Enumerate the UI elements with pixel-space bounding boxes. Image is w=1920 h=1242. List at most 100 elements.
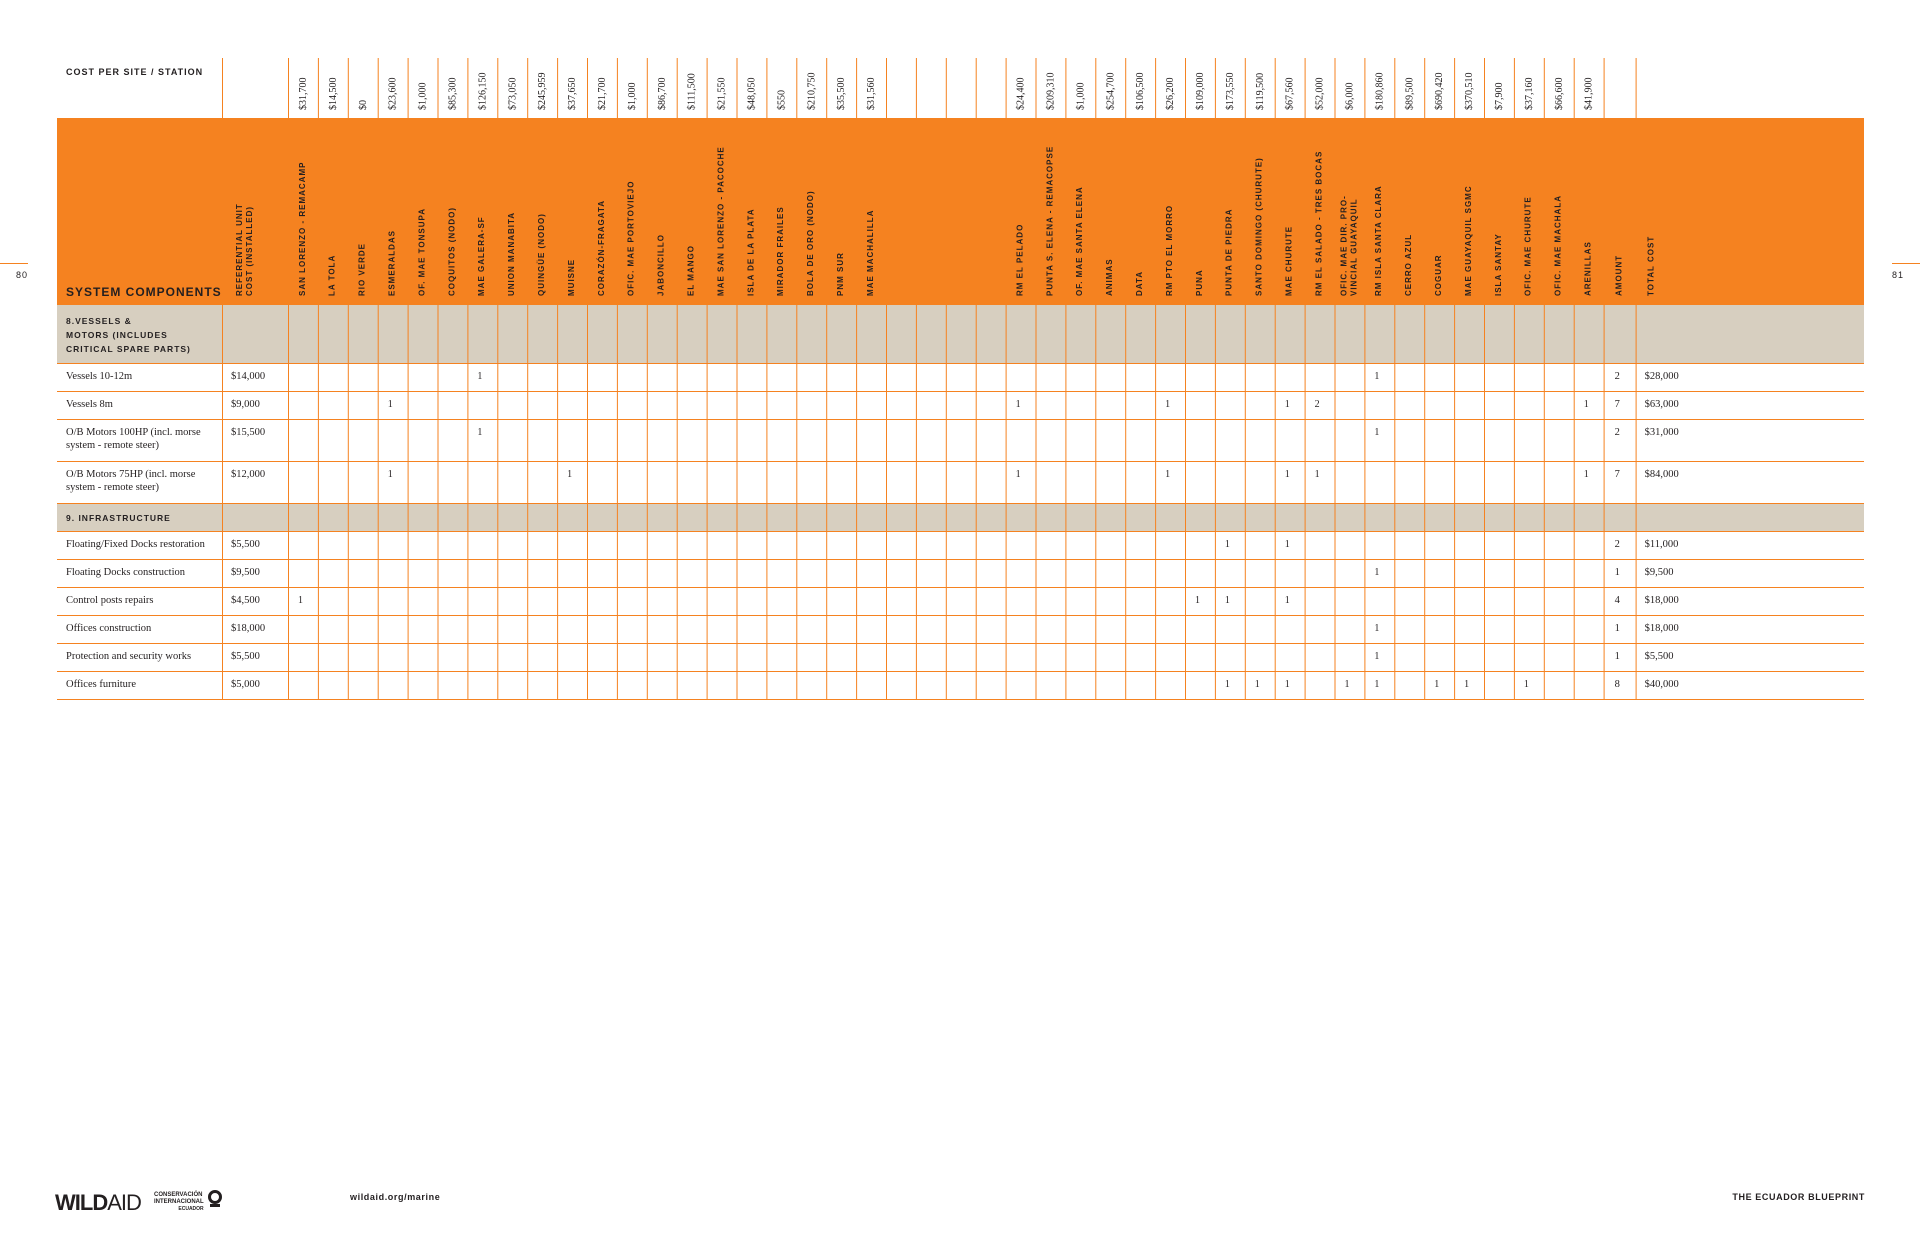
unit-cost: $15,500: [231, 427, 265, 438]
quantity-cell: 1: [1374, 623, 1379, 634]
amount-header: AMOUNT: [1614, 255, 1623, 296]
column-header-label: RIO VERDE: [358, 243, 367, 296]
ci-logo-icon: [208, 1190, 222, 1207]
site-header: OFIC. MAE CHURUTE: [1524, 196, 1533, 296]
total-cost-cell: $18,000: [1645, 623, 1679, 634]
unit-cost: $5,500: [231, 651, 260, 662]
column-header-label: ISLA DE LA PLATA: [746, 208, 755, 296]
column-header-label: MAE GUAYAQUIL SGMC: [1464, 185, 1473, 296]
site-header: OFIC. MAE DIR. PRO- VINCIAL GUAYAQUIL: [1339, 195, 1358, 296]
quantity-cell: 1: [1165, 399, 1170, 410]
site-cost: $26,200: [1165, 78, 1176, 111]
quantity-cell: 1: [388, 399, 393, 410]
site-cost-value: $66,600: [1554, 78, 1565, 111]
column-header-label: MAE SAN LORENZO - PACOCHE: [716, 146, 725, 296]
section-title: 8.VESSELS &: [66, 316, 132, 326]
column-header-label: COQUITOS (NODO): [447, 207, 456, 296]
quantity-cell: 1: [1434, 679, 1439, 690]
site-header: ESMERALDAS: [388, 230, 397, 296]
site-cost-value: $26,200: [1165, 78, 1176, 111]
quantity-cell: 1: [1345, 679, 1350, 690]
quantity-cell: 1: [1016, 469, 1021, 480]
site-cost-value: $23,600: [388, 78, 399, 111]
total-cost-cell: $9,500: [1645, 567, 1674, 578]
amount-cell: 7: [1615, 469, 1620, 480]
site-header: MAE GUAYAQUIL SGMC: [1464, 185, 1473, 296]
column-header-label: RM ISLA SANTA CLARA: [1374, 185, 1383, 296]
site-header: RM EL PELADO: [1015, 224, 1024, 296]
site-header: PNM SUR: [836, 252, 845, 296]
footer-url[interactable]: wildaid.org/marine: [350, 1192, 441, 1202]
site-header: MAE CHURUTE: [1285, 226, 1294, 296]
site-cost-value: $111,500: [687, 73, 698, 110]
site-cost: $106,500: [1135, 73, 1146, 111]
column-header-label: EL MANGO: [687, 245, 696, 296]
column-header-label: CORAZÓN-FRAGATA: [597, 200, 606, 296]
total-cost-cell: $31,000: [1645, 427, 1679, 438]
quantity-cell: 1: [1255, 679, 1260, 690]
site-cost-value: $7,900: [1494, 83, 1505, 111]
quantity-cell: 2: [1315, 399, 1320, 410]
column-header-label: OF. MAE SANTA ELENA: [1075, 186, 1084, 296]
page-number-left: 80: [16, 270, 29, 280]
site-cost-value: $1,000: [627, 83, 638, 111]
site-header: BOLA DE ORO (NODO): [806, 190, 815, 296]
component-name: Offices furniture: [66, 679, 136, 690]
ci-line-1: CONSERVACIÓN: [154, 1192, 203, 1198]
column-header-label: AMOUNT: [1614, 255, 1623, 296]
site-cost: $31,700: [298, 78, 309, 111]
site-header: RM ISLA SANTA CLARA: [1374, 185, 1383, 296]
column-header-label: ARENILLAS: [1584, 241, 1593, 296]
column-header-label: MIRADOR FRAILES: [776, 206, 785, 296]
site-header: CERRO AZUL: [1404, 234, 1413, 296]
site-header: PUNTA DE PIEDRA: [1225, 209, 1234, 296]
site-header: ISLA SANTAY: [1494, 233, 1503, 296]
quantity-cell: 1: [1374, 679, 1379, 690]
column-header-label: RM EL SALADO - TRES BOCAS: [1314, 151, 1323, 296]
site-header: ARENILLAS: [1584, 241, 1593, 296]
site-cost: $66,600: [1554, 78, 1565, 111]
site-header: COGUAR: [1434, 254, 1443, 296]
site-cost: $245,959: [537, 73, 548, 111]
site-header: MUISNE: [567, 259, 576, 296]
quantity-cell: 1: [1374, 427, 1379, 438]
site-header: UNION MANABITA: [507, 212, 516, 296]
site-cost: $37,650: [567, 78, 578, 111]
site-header: MAE SAN LORENZO - PACOCHE: [716, 146, 725, 296]
quantity-cell: 1: [1225, 595, 1230, 606]
amount-cell: 2: [1615, 371, 1620, 382]
column-header-label: MAE CHURUTE: [1285, 226, 1294, 296]
site-cost-value: $550: [776, 90, 787, 110]
site-cost: $1,000: [1075, 83, 1086, 111]
site-cost: $35,500: [836, 78, 847, 111]
ci-line-2: INTERNACIONAL: [154, 1199, 204, 1205]
site-header: MAE MACHALILLA: [866, 210, 875, 296]
ref-cost-header: REFERENTIAL UNIT COST (INSTALLED): [235, 203, 254, 296]
site-cost-value: $86,700: [657, 78, 668, 111]
site-cost-value: $1,000: [1075, 83, 1086, 111]
section-title: CRITICAL SPARE PARTS): [66, 344, 191, 354]
site-cost-value: $31,560: [866, 78, 877, 111]
total-cost-cell: $5,500: [1645, 651, 1674, 662]
quantity-cell: 1: [1285, 595, 1290, 606]
column-header-label: OFIC. MAE DIR. PRO-: [1339, 195, 1348, 296]
site-header: QUINGÜE (NODO): [537, 213, 546, 296]
site-cost-value: $126,150: [477, 73, 488, 111]
quantity-cell: 1: [298, 595, 303, 606]
total-header: TOTAL COST: [1646, 236, 1655, 296]
column-header-label: CERRO AZUL: [1404, 234, 1413, 296]
unit-cost: $5,500: [231, 539, 260, 550]
site-cost-value: $67,560: [1285, 78, 1296, 111]
site-cost-value: $210,750: [806, 73, 817, 111]
unit-cost: $9,000: [231, 399, 260, 410]
site-cost-value: $209,310: [1046, 73, 1057, 111]
site-cost: $109,000: [1195, 73, 1206, 111]
column-header-label: OFIC. MAE PORTOVIEJO: [627, 181, 636, 296]
cost-per-site-label: COST PER SITE / STATION: [66, 67, 203, 77]
site-cost: $24,400: [1016, 78, 1027, 111]
total-cost-cell: $84,000: [1645, 469, 1679, 480]
site-cost: $1,000: [418, 83, 429, 111]
site-cost: $89,500: [1404, 78, 1415, 111]
column-header-label: REFERENTIAL UNIT: [235, 203, 244, 296]
site-header: PUNA: [1195, 269, 1204, 296]
